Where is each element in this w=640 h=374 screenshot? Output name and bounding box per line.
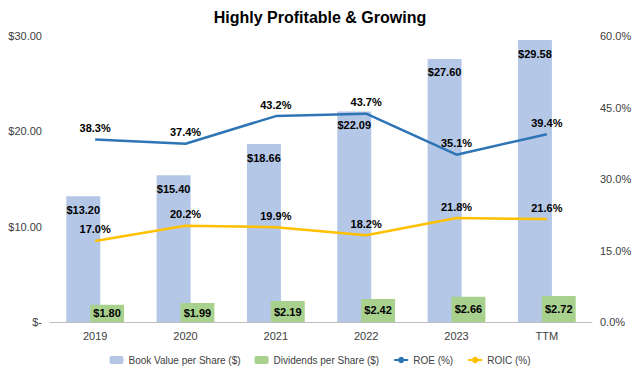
svg-text:38.3%: 38.3%	[80, 122, 111, 134]
svg-text:$27.60: $27.60	[428, 66, 462, 78]
svg-text:0.0%: 0.0%	[600, 316, 625, 328]
svg-text:$2.66: $2.66	[455, 303, 483, 315]
svg-text:$2.19: $2.19	[274, 306, 302, 318]
svg-text:18.2%: 18.2%	[351, 218, 382, 230]
svg-text:39.4%: 39.4%	[531, 117, 562, 129]
svg-text:21.6%: 21.6%	[531, 202, 562, 214]
svg-text:2019: 2019	[83, 330, 107, 342]
svg-text:43.7%: 43.7%	[351, 96, 382, 108]
svg-text:Dividends per Share ($): Dividends per Share ($)	[274, 355, 380, 366]
svg-text:20.2%: 20.2%	[170, 208, 201, 220]
svg-text:$18.66: $18.66	[247, 152, 281, 164]
svg-text:$13.20: $13.20	[66, 204, 100, 216]
svg-text:$1.99: $1.99	[184, 307, 212, 319]
svg-text:$2.42: $2.42	[364, 304, 392, 316]
svg-text:2022: 2022	[354, 330, 378, 342]
svg-text:$22.09: $22.09	[337, 119, 371, 131]
svg-text:$1.80: $1.80	[93, 307, 121, 319]
svg-text:Highly Profitable & Growing: Highly Profitable & Growing	[214, 9, 426, 26]
svg-text:TTM: TTM	[536, 330, 559, 342]
svg-text:$30.00: $30.00	[8, 30, 42, 42]
svg-text:21.8%: 21.8%	[441, 201, 472, 213]
svg-text:$20.00: $20.00	[8, 125, 42, 137]
svg-text:$15.40: $15.40	[157, 183, 191, 195]
svg-text:ROIC (%): ROIC (%)	[487, 355, 530, 366]
svg-text:19.9%: 19.9%	[260, 210, 291, 222]
svg-text:15.0%: 15.0%	[600, 245, 631, 257]
svg-text:ROE (%): ROE (%)	[413, 355, 453, 366]
svg-text:$2.72: $2.72	[545, 303, 573, 315]
svg-text:35.1%: 35.1%	[441, 137, 472, 149]
svg-text:37.4%: 37.4%	[170, 126, 201, 138]
svg-text:2020: 2020	[173, 330, 197, 342]
svg-text:60.0%: 60.0%	[600, 30, 631, 42]
svg-text:2023: 2023	[444, 330, 468, 342]
svg-text:43.2%: 43.2%	[260, 99, 291, 111]
svg-text:17.0%: 17.0%	[80, 223, 111, 235]
svg-text:Book Value per Share ($): Book Value per Share ($)	[128, 355, 240, 366]
svg-text:30.0%: 30.0%	[600, 173, 631, 185]
svg-text:$10.00: $10.00	[8, 221, 42, 233]
svg-text:$29.58: $29.58	[518, 48, 552, 60]
svg-text:45.0%: 45.0%	[600, 102, 631, 114]
svg-text:2021: 2021	[264, 330, 288, 342]
svg-text:$-: $-	[32, 316, 42, 328]
